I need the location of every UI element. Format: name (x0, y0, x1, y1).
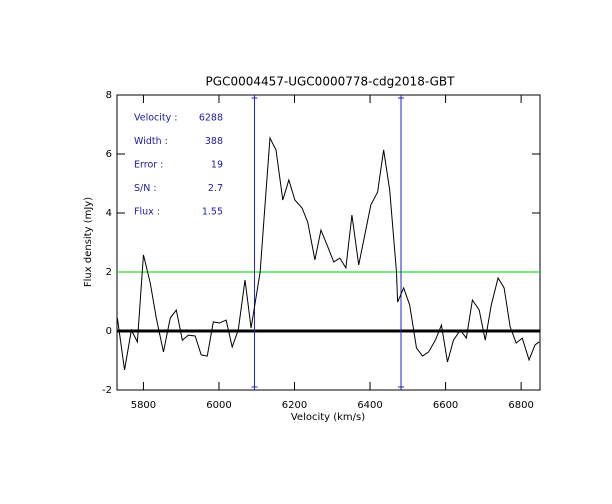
y-tick-label: 0 (106, 326, 112, 337)
annotation-label: Width : (134, 136, 168, 147)
chart-title: PGC0004457-UGC0000778-cdg2018-GBT (206, 75, 456, 89)
annotation-label: Velocity : (134, 113, 178, 124)
x-tick-label: 5800 (131, 400, 156, 411)
x-tick-label: 6000 (206, 400, 231, 411)
annotation-value: 388 (205, 136, 223, 147)
x-tick-label: 6400 (357, 400, 382, 411)
x-tick-label: 6200 (282, 400, 307, 411)
annotation-label: S/N : (134, 183, 157, 194)
annotation-label: Flux : (134, 207, 160, 218)
x-tick-label: 6800 (508, 400, 533, 411)
y-tick-label: -2 (102, 385, 112, 396)
annotation-value: 1.55 (202, 207, 223, 218)
y-tick-label: 8 (106, 90, 112, 101)
annotation-value: 6288 (199, 113, 223, 124)
annotation-value: 2.7 (208, 183, 223, 194)
annotation-label: Error : (134, 160, 163, 171)
x-tick-label: 6600 (433, 400, 458, 411)
annotation-value: 19 (211, 160, 223, 171)
spectrum-line (117, 136, 540, 371)
x-axis-label: Velocity (km/s) (291, 412, 365, 423)
y-tick-label: 2 (106, 267, 112, 278)
y-axis-label: Flux density (mJy) (83, 197, 94, 287)
y-tick-label: 6 (106, 149, 112, 160)
plot-frame (116, 94, 541, 391)
y-tick-label: 4 (106, 208, 112, 219)
